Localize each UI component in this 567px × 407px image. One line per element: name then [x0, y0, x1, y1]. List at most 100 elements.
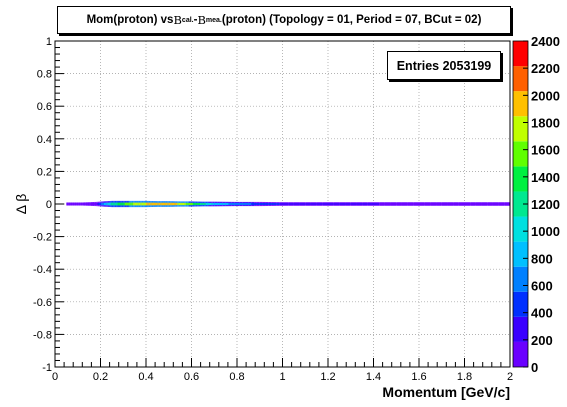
density-band-core [126, 202, 128, 206]
density-band-core [146, 202, 148, 206]
density-band-core [356, 203, 363, 205]
density-band-core [458, 203, 465, 205]
density-band-core [212, 202, 215, 206]
density-band-core [188, 202, 191, 206]
density-band-core [101, 202, 102, 206]
density-band-core [133, 202, 135, 206]
density-band-core [117, 202, 119, 206]
density-band-core [98, 202, 100, 206]
colorbar-segment [513, 91, 528, 117]
density-band-core [209, 202, 212, 206]
beta-symbol-cal: B [173, 13, 182, 27]
y-tick-label: -0.4 [33, 264, 52, 276]
density-band-core [237, 203, 240, 205]
x-tick-label: 1.8 [457, 371, 472, 383]
density-band-core [137, 202, 139, 206]
colorbar-segment [513, 291, 528, 317]
density-band-core [242, 203, 246, 205]
x-tick-label: 0.8 [229, 371, 244, 383]
y-tick-label: 0.4 [37, 134, 52, 146]
density-band-core [150, 202, 152, 206]
density-band-core [413, 203, 419, 205]
x-tick-label: 0 [52, 371, 58, 383]
density-band-core [197, 202, 199, 206]
density-band-core [201, 202, 203, 206]
y-tick-label: -0.8 [33, 329, 52, 341]
density-band-core [504, 203, 510, 205]
density-band-core [140, 202, 142, 206]
density-band-core [441, 203, 448, 205]
density-band-core [158, 202, 161, 206]
density-band-core [76, 203, 79, 205]
density-band-core [107, 202, 109, 206]
density-band-core [74, 203, 77, 205]
density-band-core [155, 202, 158, 206]
density-band-core [279, 203, 283, 205]
density-band-core [95, 203, 97, 205]
density-band-core [192, 202, 195, 206]
y-tick-label: 0.6 [37, 101, 52, 113]
colorbar-tick-label: 400 [531, 306, 553, 321]
colorbar-segment [513, 341, 528, 367]
colorbar-tick-label: 1200 [531, 197, 560, 212]
density-band-core [89, 203, 91, 205]
density-band-core [160, 202, 162, 206]
density-band-core [72, 203, 75, 205]
x-tick-label: 2 [507, 371, 513, 383]
density-band-core [339, 203, 346, 205]
x-tick-label: 1.4 [366, 371, 381, 383]
x-tick-label: 0.4 [138, 371, 153, 383]
x-axis-title: Momentum [GeV/c] [382, 384, 510, 400]
density-band-core [136, 202, 138, 206]
density-band-core [262, 203, 266, 205]
density-band-core [407, 203, 414, 205]
density-band-core [92, 203, 95, 205]
density-band-core [310, 203, 317, 205]
density-band-core [276, 203, 280, 205]
density-band-core [87, 203, 90, 205]
density-band-core [80, 203, 83, 205]
density-band-core [163, 202, 165, 206]
density-band-core [259, 203, 263, 205]
density-band-core [154, 202, 156, 206]
density-band-core [177, 202, 179, 206]
density-band-core [268, 203, 272, 205]
density-band-core [194, 202, 196, 206]
density-band-core [384, 203, 391, 205]
beta-symbol-mea: B [197, 13, 206, 27]
density-band-core [200, 202, 202, 206]
density-band-core [190, 202, 192, 206]
density-band-core [123, 202, 125, 206]
density-band-core [367, 203, 374, 205]
title-sub-mea: mea. [205, 16, 222, 24]
density-band-core [228, 203, 232, 205]
x-tick-label: 1.2 [320, 371, 335, 383]
density-band-core [118, 202, 121, 206]
density-band-core [120, 202, 122, 206]
colorbar-segment [513, 66, 528, 92]
density-band-core [322, 203, 328, 205]
colorbar-segment [513, 266, 528, 292]
density-band-core [191, 202, 193, 206]
density-band-core [207, 202, 209, 206]
density-band-core [171, 202, 174, 206]
density-band-core [85, 203, 88, 205]
density-band-core [111, 202, 114, 206]
colorbar-segment [513, 141, 528, 167]
density-band-core [282, 203, 289, 205]
density-band-core [248, 203, 252, 205]
density-band-core [204, 202, 206, 206]
colorbar-segment [513, 166, 528, 192]
density-band-core [78, 203, 81, 205]
density-band-core [195, 202, 198, 206]
density-band-core [202, 202, 205, 206]
density-band-core [105, 202, 107, 206]
density-band-core [396, 203, 402, 205]
density-band-core [90, 203, 93, 205]
density-band-core [234, 203, 237, 205]
colorbar-tick-label: 2400 [531, 34, 560, 49]
density-band-core [110, 202, 112, 206]
